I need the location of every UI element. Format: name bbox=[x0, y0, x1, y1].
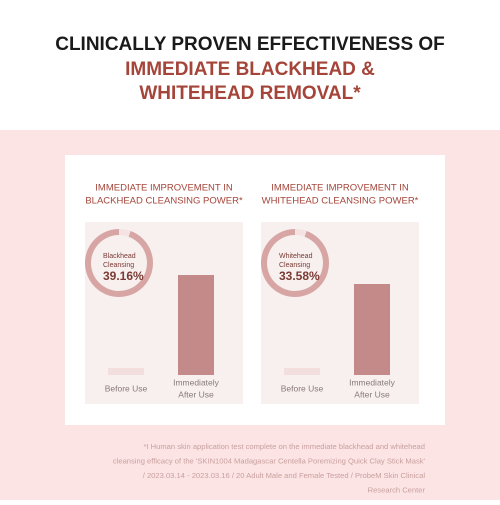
footnote-line: Research Center bbox=[368, 486, 426, 495]
panel-bg bbox=[261, 222, 419, 404]
subtitle: WHITEHEAD REMOVAL* bbox=[139, 83, 361, 104]
panel-title: BLACKHEAD CLEANSING POWER* bbox=[85, 196, 243, 207]
bar bbox=[178, 275, 214, 375]
gauge-ring bbox=[261, 229, 329, 297]
gauge-label: Cleansing bbox=[279, 262, 310, 269]
panel-title: WHITEHEAD CLEANSING POWER* bbox=[262, 196, 419, 207]
x-tick-label: After Use bbox=[178, 389, 214, 399]
footnote-line: / 2023.03.14 - 2023.03.16 / 20 Adult Mal… bbox=[143, 471, 426, 480]
x-tick-label: Before Use bbox=[105, 383, 148, 393]
bar bbox=[354, 284, 390, 375]
panel-title: IMMEDIATE IMPROVEMENT IN bbox=[271, 183, 409, 194]
panel-bg bbox=[85, 222, 243, 404]
footnote-line: *I Human skin application test complete … bbox=[143, 442, 425, 451]
gauge-label: Whitehead bbox=[279, 253, 313, 260]
x-tick-label: Before Use bbox=[281, 383, 324, 393]
bar bbox=[108, 368, 144, 375]
gauge-label: Cleansing bbox=[103, 262, 134, 269]
gauge-value: 33.58% bbox=[279, 269, 320, 283]
gauge-ring bbox=[85, 229, 153, 297]
title: CLINICALLY PROVEN EFFECTIVENESS OF bbox=[55, 34, 445, 55]
subtitle: IMMEDIATE BLACKHEAD & bbox=[125, 59, 375, 80]
gauge-label: Blackhead bbox=[103, 253, 136, 260]
gauge-value: 39.16% bbox=[103, 269, 144, 283]
header-bg bbox=[0, 0, 500, 130]
x-tick-label: After Use bbox=[354, 389, 390, 399]
footnote-line: cleansing efficacy of the 'SKIN1004 Mada… bbox=[113, 457, 426, 466]
bar bbox=[284, 368, 320, 375]
x-tick-label: Immediately bbox=[173, 377, 220, 387]
panel-title: IMMEDIATE IMPROVEMENT IN bbox=[95, 183, 233, 194]
x-tick-label: Immediately bbox=[349, 377, 396, 387]
